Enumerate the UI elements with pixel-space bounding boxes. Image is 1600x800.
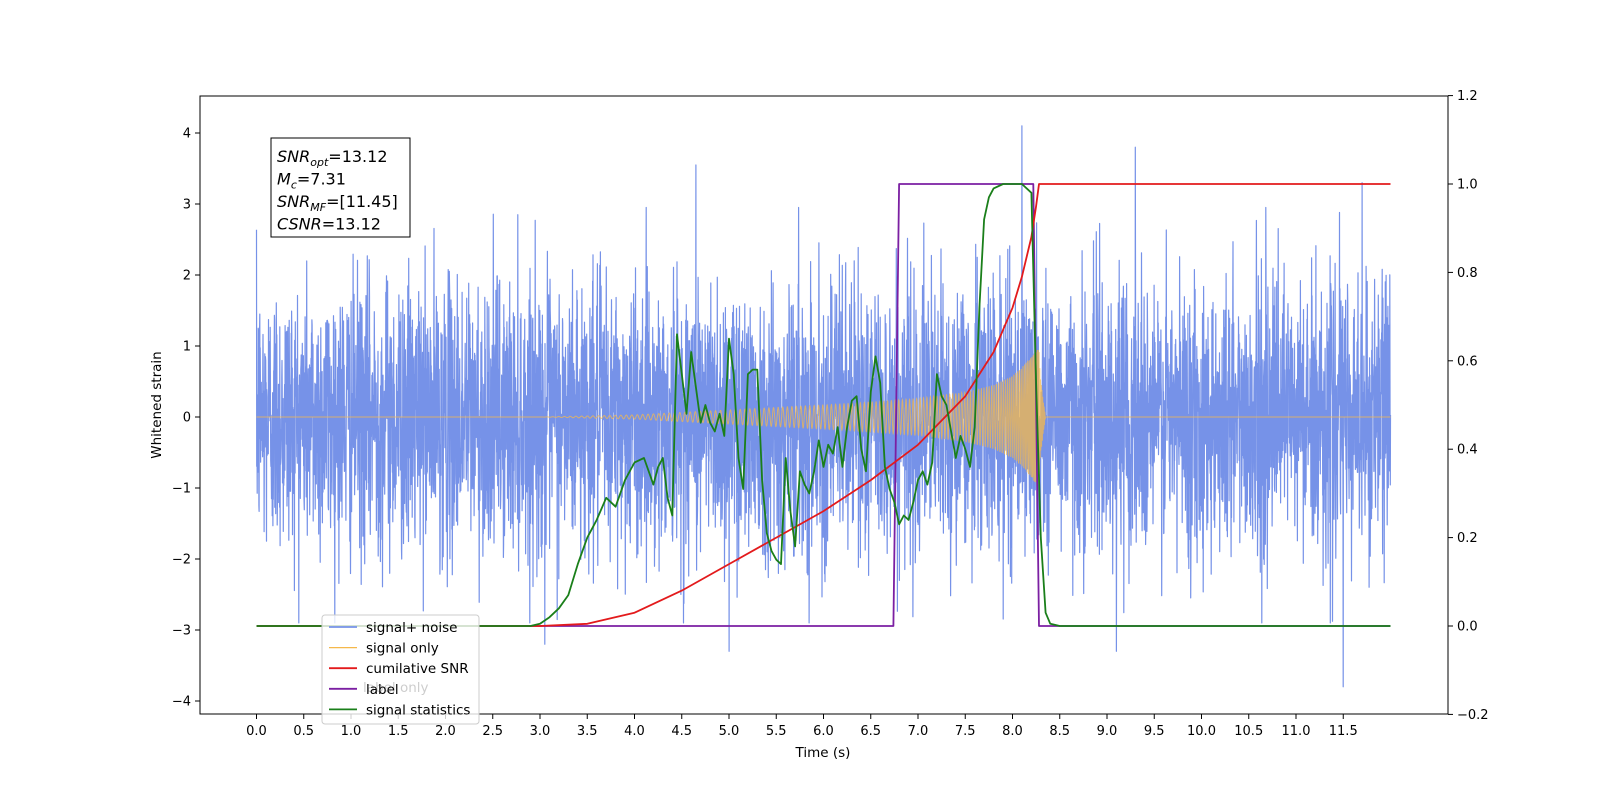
info-box-line: SNRopt=13.12	[277, 147, 388, 169]
x-axis: 0.0 0.5 1.0 1.5 2.0 2.5 3.0 3.5 4.0 4.5 5.0 5.5 6.0 6…	[246, 714, 1358, 739]
legend-frame	[321, 614, 480, 725]
x-tick-label: 5.5	[766, 724, 787, 739]
y-right-tick-label: 0.0	[1457, 620, 1478, 635]
y-axis-right: −0.2 0.0 0.2 0.4 0.6 0.8 1.0 1.2	[1448, 89, 1489, 723]
legend-label: signal only	[366, 641, 439, 657]
x-tick-label: 4.0	[624, 724, 645, 739]
y-right-tick-label: −0.2	[1457, 708, 1489, 723]
y-left-tick-label: −3	[172, 624, 191, 639]
legend-label: signal+ noise	[366, 620, 457, 636]
series-layer	[255, 125, 1392, 688]
info-box-frame	[270, 137, 411, 238]
y-right-tick-label: 0.6	[1457, 354, 1478, 369]
series-signal-only	[256, 349, 1391, 485]
x-tick-label: 8.5	[1049, 724, 1070, 739]
x-tick-label: 10.5	[1234, 724, 1263, 739]
series-signal-statistics	[256, 183, 1391, 627]
x-tick-label: 7.0	[908, 724, 929, 739]
x-tick-label: 6.5	[860, 724, 881, 739]
x-tick-label: 1.0	[341, 724, 362, 739]
x-tick-label: 3.0	[530, 724, 551, 739]
info-box-line: SNRMF=[11.45]	[277, 192, 398, 214]
legend-label: label	[366, 682, 399, 698]
x-tick-label: 11.5	[1329, 724, 1358, 739]
x-tick-label: 2.0	[435, 724, 456, 739]
y-left-tick-label: 2	[183, 269, 191, 284]
x-tick-label: 3.5	[577, 724, 598, 739]
x-tick-label: 9.0	[1097, 724, 1118, 739]
y-left-tick-label: 0	[183, 411, 191, 426]
x-tick-label: 2.5	[482, 724, 503, 739]
info-box: SNRopt=13.12Mc=7.31SNRMF=[11.45]CSNR=13.…	[270, 137, 411, 238]
y-left-tick-label: 1	[183, 340, 191, 355]
y-left-tick-label: −1	[172, 482, 191, 497]
y-right-tick-label: 0.4	[1457, 443, 1478, 458]
x-tick-label: 4.5	[671, 724, 692, 739]
y-left-tick-label: −4	[172, 695, 191, 710]
y-right-tick-label: 0.8	[1457, 266, 1478, 281]
y-axis-label: Whitened strain	[149, 351, 165, 458]
y-left-tick-label: 3	[183, 198, 191, 213]
legend-label: cumilative SNR	[366, 661, 469, 677]
legend-label: signal statistics	[366, 702, 470, 718]
x-tick-label: 9.5	[1144, 724, 1165, 739]
series-signal-plus-noise	[255, 125, 1392, 688]
x-tick-label: 0.0	[246, 724, 267, 739]
x-tick-label: 10.0	[1187, 724, 1216, 739]
y-left-tick-label: −2	[172, 553, 191, 568]
info-box-line: Mc=7.31	[277, 170, 346, 192]
info-box-line: CSNR=13.12	[277, 215, 381, 234]
y-left-tick-label: 4	[183, 127, 191, 142]
y-right-tick-label: 0.2	[1457, 531, 1478, 546]
x-tick-label: 1.5	[388, 724, 409, 739]
x-axis-label: Time (s)	[795, 745, 851, 761]
x-tick-label: 6.0	[813, 724, 834, 739]
y-axis-left: −4 −3 −2 −1 0 1 2 3 4	[172, 127, 200, 710]
x-tick-label: 5.0	[719, 724, 740, 739]
y-right-tick-label: 1.0	[1457, 178, 1478, 193]
x-tick-label: 8.0	[1002, 724, 1023, 739]
y-right-tick-label: 1.2	[1457, 89, 1478, 104]
x-tick-label: 0.5	[293, 724, 314, 739]
x-tick-label: 7.5	[955, 724, 976, 739]
x-tick-label: 11.0	[1282, 724, 1311, 739]
